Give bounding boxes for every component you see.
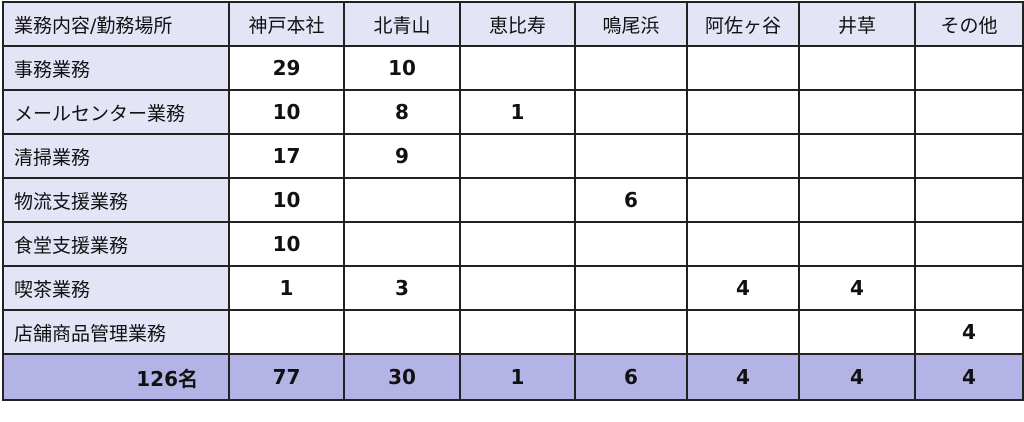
row-label: 清掃業務 <box>2 133 230 179</box>
table-cell <box>798 177 916 223</box>
table-cell <box>574 221 688 267</box>
column-header: 北青山 <box>343 1 461 47</box>
table-cell: 3 <box>343 265 461 311</box>
table-cell <box>914 45 1024 91</box>
column-header: 恵比寿 <box>459 1 576 47</box>
column-header: 井草 <box>798 1 916 47</box>
row-label: 食堂支援業務 <box>2 221 230 267</box>
table-row: 清掃業務 17 9 <box>2 133 1024 179</box>
table-cell <box>686 45 800 91</box>
table-cell: 9 <box>343 133 461 179</box>
table-cell: 29 <box>228 45 345 91</box>
table-cell <box>914 265 1024 311</box>
header-row: 業務内容/勤務場所 神戸本社 北青山 恵比寿 鳴尾浜 阿佐ヶ谷 井草 その他 <box>2 1 1024 47</box>
total-cell: 4 <box>686 353 800 401</box>
column-header: その他 <box>914 1 1024 47</box>
table-cell <box>798 45 916 91</box>
table-cell <box>914 133 1024 179</box>
row-label: メールセンター業務 <box>2 89 230 135</box>
table-cell <box>686 89 800 135</box>
table-cell <box>686 221 800 267</box>
row-label: 物流支援業務 <box>2 177 230 223</box>
table-cell: 10 <box>228 221 345 267</box>
total-cell: 6 <box>574 353 688 401</box>
column-header: 業務内容/勤務場所 <box>2 1 230 47</box>
total-label: 126名 <box>2 353 230 401</box>
table-row: 店舗商品管理業務 4 <box>2 309 1024 355</box>
table-cell <box>574 309 688 355</box>
table-row: 事務業務 29 10 <box>2 45 1024 91</box>
table-cell: 8 <box>343 89 461 135</box>
table-cell <box>459 221 576 267</box>
table-cell <box>574 133 688 179</box>
total-cell: 77 <box>228 353 345 401</box>
table-cell <box>686 177 800 223</box>
table-cell <box>343 177 461 223</box>
staffing-table: 業務内容/勤務場所 神戸本社 北青山 恵比寿 鳴尾浜 阿佐ヶ谷 井草 その他 事… <box>2 1 1024 401</box>
table-cell <box>914 221 1024 267</box>
row-label: 喫茶業務 <box>2 265 230 311</box>
table-cell <box>574 265 688 311</box>
table-cell: 10 <box>228 177 345 223</box>
table-cell <box>914 89 1024 135</box>
table-cell: 10 <box>343 45 461 91</box>
row-label: 店舗商品管理業務 <box>2 309 230 355</box>
table-cell <box>798 221 916 267</box>
table-row: 喫茶業務 1 3 4 4 <box>2 265 1024 311</box>
table-cell <box>459 177 576 223</box>
table-row: 食堂支援業務 10 <box>2 221 1024 267</box>
column-header: 神戸本社 <box>228 1 345 47</box>
table-cell <box>798 89 916 135</box>
table-cell <box>228 309 345 355</box>
table-cell: 4 <box>914 309 1024 355</box>
table-cell <box>459 45 576 91</box>
table-row: メールセンター業務 10 8 1 <box>2 89 1024 135</box>
total-cell: 4 <box>798 353 916 401</box>
total-cell: 4 <box>914 353 1024 401</box>
table-cell <box>343 221 461 267</box>
table-cell <box>574 45 688 91</box>
total-row: 126名 77 30 1 6 4 4 4 <box>2 353 1024 401</box>
table-cell <box>686 133 800 179</box>
table-row: 物流支援業務 10 6 <box>2 177 1024 223</box>
table-cell: 1 <box>228 265 345 311</box>
table-cell <box>459 133 576 179</box>
table-cell <box>459 265 576 311</box>
total-cell: 1 <box>459 353 576 401</box>
table-cell <box>914 177 1024 223</box>
table-cell: 4 <box>798 265 916 311</box>
table-cell: 1 <box>459 89 576 135</box>
table-cell <box>686 309 800 355</box>
table-cell <box>459 309 576 355</box>
table-cell: 6 <box>574 177 688 223</box>
table-cell: 4 <box>686 265 800 311</box>
total-cell: 30 <box>343 353 461 401</box>
table-cell <box>574 89 688 135</box>
table-cell: 10 <box>228 89 345 135</box>
table-cell: 17 <box>228 133 345 179</box>
row-label: 事務業務 <box>2 45 230 91</box>
table-cell <box>798 309 916 355</box>
column-header: 阿佐ヶ谷 <box>686 1 800 47</box>
table-cell <box>343 309 461 355</box>
table-cell <box>798 133 916 179</box>
column-header: 鳴尾浜 <box>574 1 688 47</box>
